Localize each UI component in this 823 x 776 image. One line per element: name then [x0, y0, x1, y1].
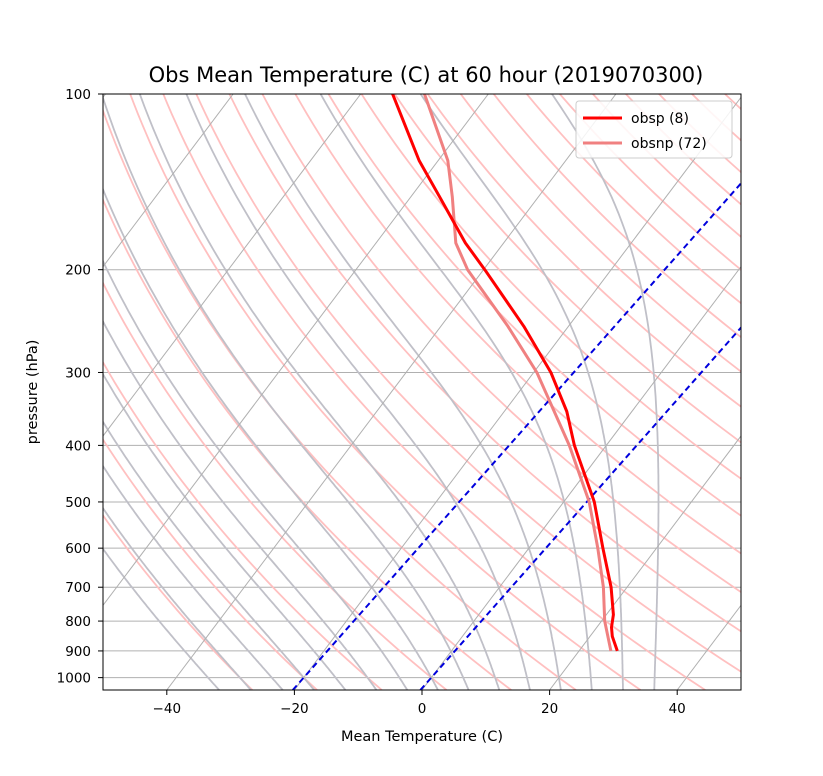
dry-adiabat: [103, 197, 512, 690]
isotherm: [103, 94, 362, 437]
y-axis-label: pressure (hPa): [25, 340, 41, 445]
x-axis: −40 −20 0 20 40: [153, 690, 686, 717]
dry-adiabat: [559, 94, 741, 271]
isotherm: [549, 435, 741, 690]
dry-adiabat: [360, 94, 741, 480]
moist-adiabat: [244, 94, 562, 690]
moist-adiabat: [103, 547, 220, 690]
moist-adiabat: [103, 259, 409, 690]
isotherm: [103, 94, 489, 607]
dry-adiabat: [103, 513, 254, 690]
dry-adiabat: [592, 94, 741, 238]
isotherm: [166, 94, 617, 690]
x-tick-label: −40: [153, 701, 182, 717]
y-tick-label: 1000: [57, 671, 91, 687]
dry-adiabat: [426, 94, 741, 408]
y-tick-label: 800: [65, 614, 91, 630]
x-tick-label: −20: [280, 701, 309, 717]
moist-adiabat: [103, 420, 315, 690]
dry-adiabat: [261, 94, 741, 594]
isotherm: [294, 96, 741, 690]
moist-adiabat: [185, 94, 531, 690]
isotherm: [421, 265, 741, 690]
moist-adiabat: [138, 94, 501, 690]
dry-adiabat: [758, 94, 823, 690]
isotherm: [805, 94, 823, 690]
legend-label: obsnp (72): [631, 136, 707, 152]
dry-adiabat: [103, 360, 383, 690]
dry-adiabat: [195, 94, 741, 673]
dry-adiabat: [294, 94, 741, 555]
x-tick-label: 40: [669, 701, 686, 717]
reference-lines: [103, 94, 823, 690]
dry-adiabat: [393, 94, 741, 444]
dry-adiabat: [228, 94, 741, 633]
plot-background: [103, 94, 741, 690]
mixing-ratio-line: [292, 181, 741, 690]
moist-adiabat: [103, 187, 439, 690]
series-layer: [391, 94, 619, 652]
dry-adiabat: [103, 437, 318, 690]
dry-adiabat: [526, 94, 741, 305]
series-line-1: [423, 94, 613, 652]
y-tick-label: 300: [65, 365, 91, 381]
moist-adiabat: [419, 94, 624, 690]
moist-adiabat: [103, 464, 284, 690]
isotherm: [103, 94, 234, 268]
moist-adiabat: [551, 94, 660, 690]
dry-adiabat: [625, 94, 741, 206]
legend: obsp (8) obsnp (72): [575, 100, 733, 159]
isotherm: [103, 94, 106, 99]
dry-adiabat: [327, 94, 741, 517]
series-line-0: [391, 94, 619, 652]
dry-adiabat: [459, 94, 741, 373]
mixing-ratio-line: [419, 326, 741, 690]
x-axis-label: Mean Temperature (C): [341, 729, 503, 745]
isobar-grid: [103, 93, 741, 679]
y-tick-label: 500: [65, 495, 91, 511]
dry-adiabat: [492, 94, 741, 339]
dry-adiabat: [162, 94, 706, 690]
x-tick-label: 0: [418, 701, 427, 717]
y-tick-label: 700: [65, 580, 91, 596]
y-tick-label: 200: [65, 263, 91, 279]
moist-adiabat: [319, 94, 593, 690]
moist-adiabat: [103, 319, 378, 690]
moist-adiabat: [103, 95, 470, 690]
x-tick-label: 20: [541, 701, 558, 717]
y-axis: 100 200 300 400 500 600 700 800 900 1000: [57, 87, 103, 687]
chart-title: Obs Mean Temperature (C) at 60 hour (201…: [149, 63, 704, 87]
dry-adiabat: [791, 94, 823, 690]
moist-adiabat: [103, 506, 252, 690]
y-tick-label: 100: [65, 87, 91, 103]
moist-adiabat: [103, 372, 347, 690]
legend-label: obsp (8): [631, 111, 689, 127]
y-tick-label: 900: [65, 644, 91, 660]
y-tick-label: 600: [65, 541, 91, 557]
y-tick-label: 400: [65, 438, 91, 454]
